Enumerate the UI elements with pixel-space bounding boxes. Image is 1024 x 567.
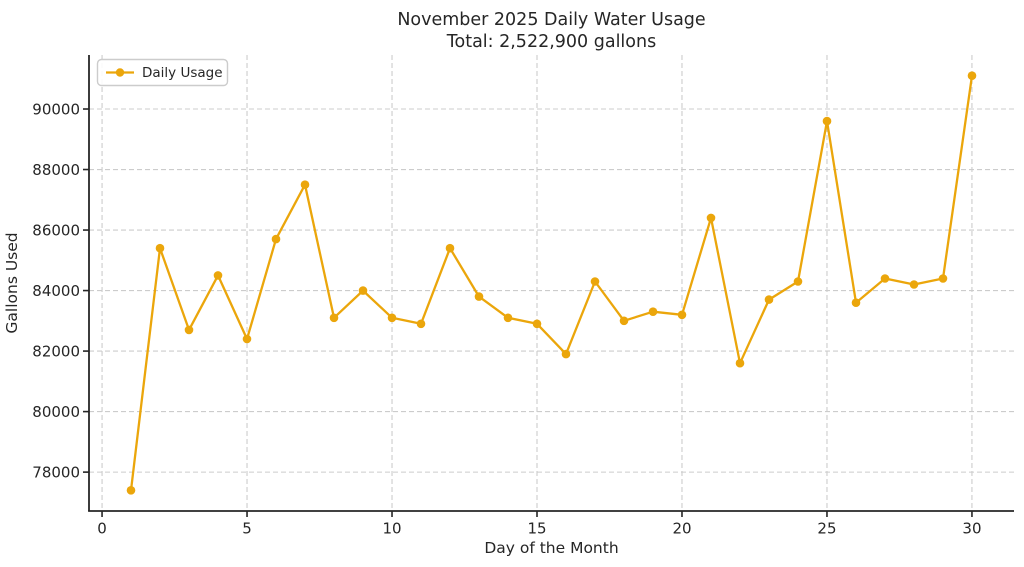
legend-box [96, 58, 229, 87]
data-point-marker [416, 319, 426, 329]
chart-title: November 2025 Daily Water Usage [397, 10, 705, 30]
data-point-marker [329, 313, 339, 323]
data-point-marker [358, 286, 368, 295]
data-point-marker [590, 277, 600, 286]
data-point-marker [184, 325, 194, 335]
x-tick-label: 20 [672, 520, 691, 538]
legend: Daily Usage [96, 58, 229, 87]
x-tick-label: 10 [382, 520, 401, 538]
x-tick-label: 25 [817, 520, 836, 538]
data-point-marker [445, 243, 455, 253]
data-point-marker [735, 358, 745, 368]
data-point-marker [532, 319, 542, 329]
daily-usage-line [129, 74, 974, 492]
y-tick-label: 90000 [32, 100, 80, 118]
data-point-marker [648, 307, 658, 317]
data-point-marker [619, 316, 629, 326]
x-tick-label: 30 [962, 520, 981, 538]
legend-marker-icon [115, 68, 125, 77]
data-point-marker [242, 334, 252, 344]
data-point-marker [503, 313, 513, 323]
data-point-marker [822, 116, 832, 126]
chart-subtitle: Total: 2,522,900 gallons [446, 32, 656, 52]
y-tick-label: 82000 [32, 342, 80, 360]
data-point-marker [793, 277, 803, 286]
x-tick-label: 5 [242, 520, 252, 538]
x-tick-label: 15 [527, 520, 546, 538]
data-point-marker [271, 234, 281, 244]
data-point-marker [677, 310, 687, 320]
legend-label: Daily Usage [142, 65, 223, 81]
data-point-marker [909, 280, 919, 289]
data-point-marker [764, 295, 774, 304]
axes: 0 5 10 15 20 25 30 78000 80000 82000 84000 86000 880… [32, 55, 1014, 538]
x-axis-label: Day of the Month [484, 539, 618, 557]
y-axis-label: Gallons Used [3, 232, 21, 333]
data-point-marker [155, 243, 165, 253]
y-tick-label: 80000 [32, 403, 80, 421]
gridlines [89, 55, 1014, 511]
y-tick-label: 88000 [32, 161, 80, 179]
data-point-marker [851, 298, 861, 308]
data-point-marker [967, 71, 977, 80]
data-point-marker [213, 271, 223, 280]
data-point-marker [126, 486, 136, 495]
data-point-marker [300, 180, 310, 189]
data-point-marker [474, 292, 484, 301]
data-point-marker [880, 274, 890, 283]
x-tick-label: 0 [97, 520, 107, 538]
data-point-marker [938, 274, 948, 283]
y-tick-label: 78000 [32, 463, 80, 481]
daily-usage-series [126, 71, 977, 495]
data-point-marker [561, 349, 571, 359]
y-tick-label: 86000 [32, 221, 80, 239]
data-point-marker [706, 213, 716, 223]
data-point-marker [387, 313, 397, 323]
y-tick-label: 84000 [32, 282, 80, 300]
